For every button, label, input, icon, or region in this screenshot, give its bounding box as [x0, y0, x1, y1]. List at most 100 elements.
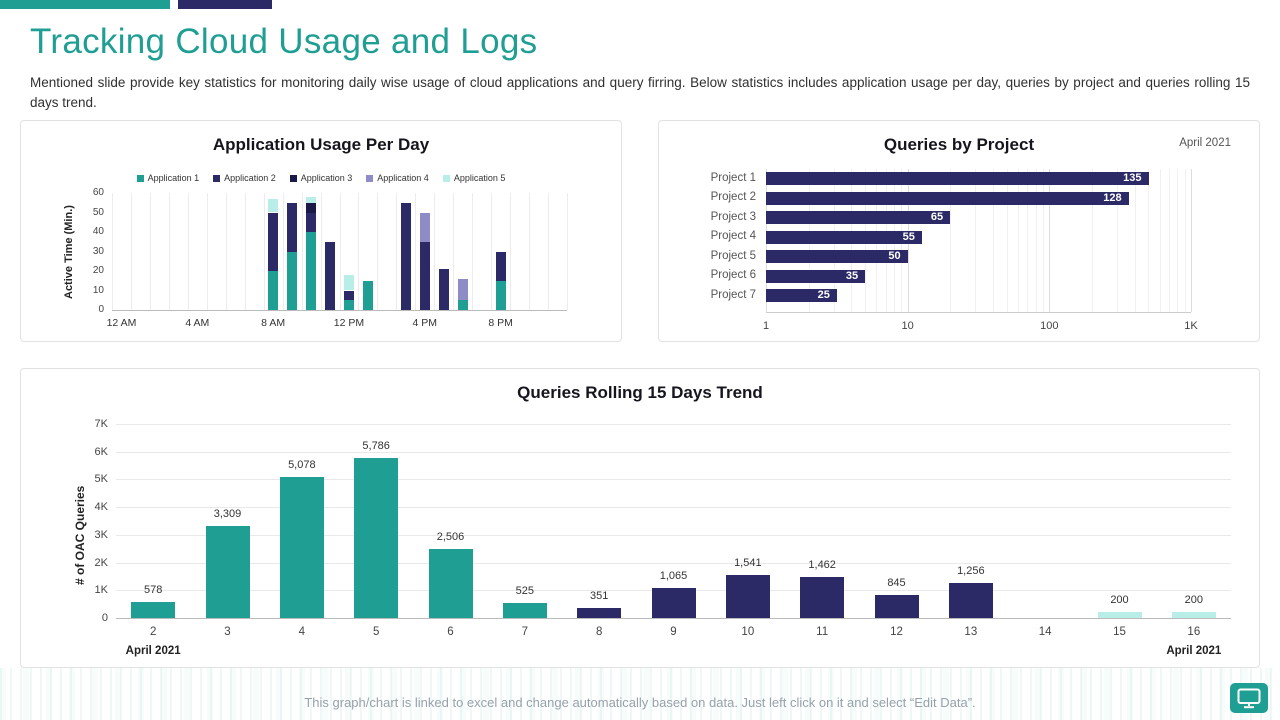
bar-segment	[306, 202, 317, 213]
bar	[725, 575, 770, 618]
x-tick-label: 8 PM	[488, 317, 513, 329]
grid-line	[1006, 169, 1008, 312]
x-tick-label: 4 AM	[185, 317, 210, 329]
grid-line	[1116, 169, 1118, 312]
bar	[354, 457, 399, 618]
legend-item: Application 3	[289, 173, 352, 183]
bar	[577, 608, 622, 618]
bar	[279, 477, 324, 618]
bar-value-label: 55	[902, 230, 915, 243]
grid-line	[116, 562, 1231, 564]
legend-label: Application 1	[147, 173, 200, 183]
y-tick-label: 20	[92, 265, 104, 276]
x-tick-label: 3	[224, 626, 231, 638]
bar-segment	[343, 274, 354, 291]
bar-segment	[343, 300, 354, 310]
bar-segment	[495, 251, 506, 281]
grid-line	[1177, 169, 1179, 312]
queries-by-project-date-label: April 2021	[1179, 137, 1231, 149]
app-usage-card[interactable]: Application Usage Per Day Application 1 A…	[20, 120, 622, 342]
bar	[1171, 612, 1216, 618]
bar	[766, 211, 951, 224]
app-usage-chart-title: Application Usage Per Day	[212, 135, 430, 154]
legend-label: Application 5	[453, 173, 506, 183]
legend-item: Application 2	[213, 173, 276, 183]
bar-value-label: 578	[143, 583, 163, 596]
legend-item: Application 1	[136, 173, 200, 183]
grid-line	[206, 193, 208, 310]
grid-line	[1191, 169, 1192, 312]
rolling-trend-card[interactable]: Queries Rolling 15 Days Trend # of OAC Q…	[20, 368, 1260, 668]
y-tick-label: 7K	[94, 418, 108, 430]
legend-swatch	[366, 174, 374, 182]
x-tick-label: 2	[149, 626, 157, 638]
bar-value-label: 1,065	[659, 570, 688, 583]
bar	[1097, 612, 1142, 618]
grid-line	[992, 169, 994, 312]
bar	[766, 289, 837, 302]
grid-line	[491, 193, 493, 310]
legend-item: Application 5	[442, 173, 506, 183]
queries-by-project-card[interactable]: Queries by Project April 2021 Project 1 1…	[658, 120, 1260, 342]
x-axis-line	[766, 311, 1191, 313]
bar-value-label: 845	[887, 576, 906, 589]
monitor-icon[interactable]	[1230, 683, 1268, 713]
footer-note: This graph/chart is linked to excel and …	[304, 695, 976, 710]
grid-line	[1159, 169, 1161, 312]
grid-line	[1169, 169, 1171, 312]
category-label: Project 2	[710, 191, 756, 203]
x-tick-label: 11	[816, 626, 829, 638]
grid-line	[244, 193, 246, 310]
bar-segment	[457, 278, 468, 301]
bar-segment	[268, 212, 279, 271]
bar-value-label: 200	[1184, 594, 1203, 607]
bar-segment	[287, 202, 298, 252]
legend-label: Application 2	[224, 173, 276, 183]
grid-line	[472, 193, 474, 310]
y-tick-label: 6K	[94, 445, 108, 458]
queries-by-project-chart-title: Queries by Project	[883, 135, 1035, 154]
grid-line	[116, 424, 1231, 425]
bar-value-label: 1,541	[734, 557, 762, 570]
x-axis-line	[112, 310, 567, 311]
legend-item: Application 4	[366, 173, 429, 183]
x-tick-label: 12 PM	[333, 317, 365, 329]
y-tick-label: 10	[92, 284, 104, 296]
grid-line	[116, 479, 1231, 481]
bar-segment	[400, 202, 411, 310]
y-tick-label: 30	[92, 245, 104, 257]
grid-line	[130, 193, 132, 310]
y-tick-label: 0	[98, 304, 104, 315]
y-tick-label: 0	[101, 612, 108, 624]
monitor-icon-glyph	[1237, 688, 1261, 708]
y-tick-label: 1K	[94, 584, 108, 597]
x-tick-label: 9	[670, 626, 677, 638]
y-tick-label: 50	[92, 206, 104, 218]
bar-value-label: 200	[1110, 594, 1129, 607]
grid-line	[1091, 169, 1093, 312]
x-tick-label: 1K	[1184, 319, 1198, 332]
grid-line	[1035, 169, 1037, 312]
bar	[766, 250, 908, 263]
grid-line	[548, 193, 550, 310]
rolling-trend-chart-title: Queries Rolling 15 Days Trend	[517, 383, 763, 402]
bar-segment	[268, 198, 279, 213]
grid-line	[1049, 169, 1051, 312]
category-label: Project 7	[710, 288, 756, 301]
bar-value-label: 25	[817, 289, 830, 301]
legend-swatch	[136, 174, 144, 182]
bar-value-label: 135	[1123, 172, 1142, 184]
category-label: Project 4	[710, 230, 756, 242]
bar	[800, 577, 845, 618]
bar-segment	[343, 290, 354, 301]
grid-line	[116, 451, 1231, 453]
grid-line	[510, 193, 512, 310]
page-title: Tracking Cloud Usage and Logs	[30, 22, 538, 61]
category-label: Project 3	[710, 210, 756, 223]
x-tick-label: 8 AM	[261, 317, 286, 329]
app-usage-plot: 0 10 20 30 40 50 60 12 AM 4 AM 8 AM 12 PM 4 PM 8 PM	[31, 183, 611, 338]
bar-value-label: 1,256	[957, 565, 985, 578]
x-tick-label: 10	[901, 319, 914, 332]
x-tick-label: 4	[298, 626, 306, 638]
x-tick-label: 4 PM	[412, 317, 438, 329]
